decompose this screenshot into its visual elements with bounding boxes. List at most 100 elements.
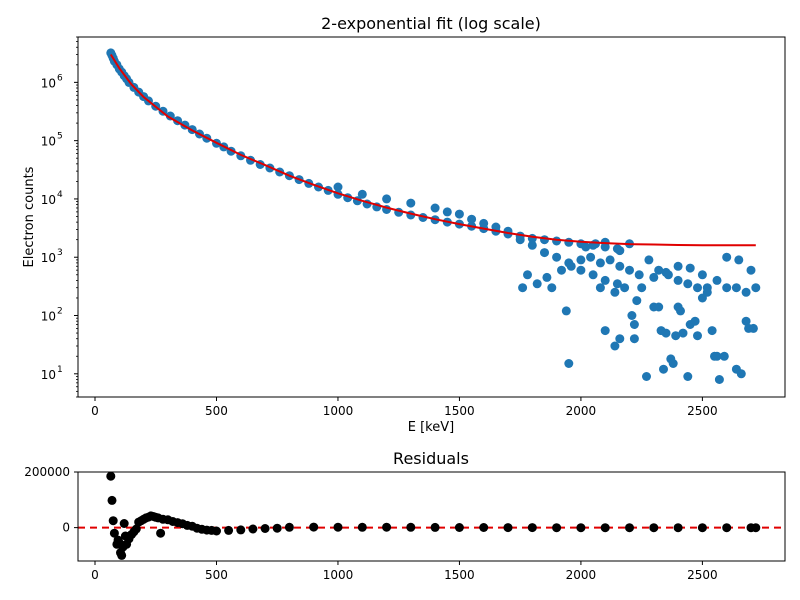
- main-data-point: [406, 198, 416, 208]
- residual-point: [382, 522, 392, 532]
- residual-point: [357, 522, 367, 532]
- residual-point: [722, 523, 732, 533]
- main-chart-ylabel: Electron counts: [22, 166, 37, 267]
- main-data-point: [685, 263, 695, 273]
- main-data-point: [702, 287, 712, 297]
- residual-point: [109, 528, 119, 538]
- main-data-point: [532, 279, 542, 289]
- main-data-point: [382, 194, 392, 204]
- main-chart-xlabel: E [keV]: [408, 420, 454, 435]
- residual-point: [503, 523, 513, 533]
- main-data-point: [683, 372, 693, 381]
- main-data-point: [676, 306, 685, 316]
- main-data-point: [644, 255, 654, 265]
- residual-point: [212, 526, 221, 536]
- residuals-chart: Residuals 0 500 1000 1500 2000 2500 0 200000: [24, 449, 786, 582]
- residual-point: [248, 524, 258, 534]
- main-data-point: [615, 261, 625, 271]
- main-chart: 2-exponential fit (log scale) 0 500 1000 15…: [22, 14, 786, 435]
- residuals-chart-series: [106, 471, 761, 560]
- main-data-point: [741, 316, 751, 326]
- main-data-point: [722, 283, 732, 293]
- residual-point: [119, 519, 129, 528]
- residuals-xtick-label: 500: [205, 568, 228, 582]
- main-data-point: [629, 334, 639, 344]
- main-data-point: [741, 287, 751, 297]
- residual-point: [284, 522, 294, 532]
- main-data-point: [491, 222, 501, 232]
- main-data-point: [673, 261, 683, 271]
- residual-point: [430, 522, 440, 532]
- main-ytick-label: 10: [41, 193, 56, 207]
- main-data-point: [605, 255, 615, 265]
- residual-point: [751, 523, 761, 533]
- main-data-point: [678, 328, 688, 338]
- main-data-point: [668, 359, 678, 368]
- main-ytick-label: 10: [41, 251, 56, 265]
- main-data-point: [518, 283, 528, 293]
- main-data-point: [625, 265, 634, 275]
- main-xtick-label: 0: [91, 404, 99, 418]
- residuals-xtick-label: 1000: [323, 568, 354, 582]
- main-ytick-exponent: 1: [57, 365, 63, 375]
- residual-point: [673, 523, 683, 533]
- residual-point: [309, 522, 319, 532]
- main-data-point: [333, 182, 343, 192]
- residual-point: [156, 528, 166, 538]
- residual-point: [649, 523, 659, 533]
- residuals-xtick-label: 2500: [687, 568, 718, 582]
- main-ytick-label: 10: [41, 76, 56, 90]
- residuals-ytick-label: 0: [62, 521, 70, 535]
- residual-point: [117, 550, 127, 560]
- main-data-point: [673, 275, 683, 285]
- main-data-point: [736, 369, 746, 379]
- main-data-point: [719, 351, 729, 361]
- residual-point: [527, 523, 537, 533]
- main-data-point: [527, 240, 537, 250]
- main-data-point: [467, 214, 477, 224]
- main-data-point: [442, 207, 452, 217]
- residuals-xtick-label: 1500: [444, 568, 475, 582]
- main-data-point: [564, 359, 574, 368]
- main-data-point: [748, 323, 758, 333]
- main-data-point: [714, 375, 724, 384]
- main-data-point: [581, 242, 591, 252]
- main-data-point: [690, 316, 700, 326]
- main-ytick-exponent: 6: [57, 73, 63, 83]
- residuals-xtick-label: 2000: [566, 568, 597, 582]
- main-data-point: [671, 331, 681, 341]
- main-xtick-label: 1500: [444, 404, 475, 418]
- main-data-point: [515, 235, 525, 245]
- main-ytick-label: 10: [41, 310, 56, 324]
- main-chart-series: [106, 48, 761, 384]
- main-data-point: [586, 252, 596, 262]
- main-data-point: [661, 267, 671, 277]
- main-data-point: [654, 302, 664, 312]
- main-data-point: [547, 283, 557, 293]
- main-data-point: [615, 334, 625, 344]
- main-data-point: [712, 275, 722, 285]
- main-xtick-label: 2500: [687, 404, 718, 418]
- main-data-point: [610, 341, 620, 351]
- main-data-point: [479, 218, 489, 228]
- main-data-point: [707, 326, 717, 336]
- residual-point: [236, 525, 246, 535]
- residuals-xtick-label: 0: [91, 568, 99, 582]
- main-data-point: [734, 255, 744, 265]
- main-data-point: [627, 311, 637, 320]
- main-data-point: [697, 270, 707, 280]
- main-data-point: [629, 320, 639, 329]
- residual-point: [625, 523, 634, 533]
- main-data-point: [542, 272, 552, 282]
- main-data-point: [561, 306, 571, 316]
- residual-point: [131, 524, 141, 534]
- main-data-point: [712, 351, 722, 361]
- residual-point: [272, 523, 282, 533]
- main-xtick-label: 500: [205, 404, 228, 418]
- residual-point: [108, 516, 118, 526]
- residual-point: [479, 523, 489, 532]
- main-ytick-exponent: 2: [57, 307, 63, 317]
- main-data-point: [430, 203, 440, 213]
- main-ytick-label: 10: [41, 135, 56, 149]
